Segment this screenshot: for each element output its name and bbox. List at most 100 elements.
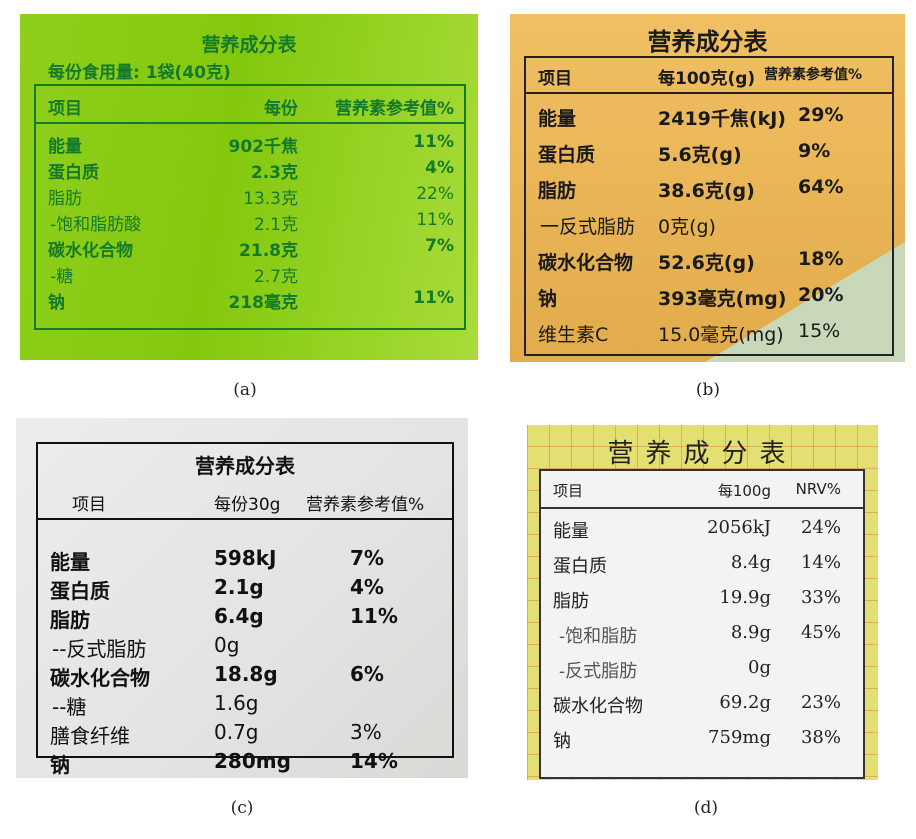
caption-a: (a) [233, 380, 257, 400]
header-amount: 每100g [717, 482, 771, 500]
nutrient-name: -糖 [50, 267, 74, 287]
nutrient-name: 碳水化合物 [50, 666, 150, 690]
label-photo-c: 营养成分表 项目 每份30g 营养素参考值% 能量 598kJ 7% 蛋白质 2.1g 4… [16, 418, 468, 778]
nutrient-nrv: 7% [425, 236, 454, 256]
nutrient-amount: 598kJ [214, 546, 277, 570]
caption-d: (d) [693, 798, 719, 818]
header-nrv: 营养素参考值% [306, 495, 425, 515]
nutrient-nrv: 23% [800, 692, 841, 713]
nutrient-amount: 52.6克(g) [658, 252, 755, 274]
nutrient-amount: 21.8克 [239, 241, 298, 261]
nutrient-nrv: 11% [413, 132, 454, 152]
nutrient-amount: 759mg [708, 727, 771, 748]
table-header: 项目 每100克(g) 营养素参考值% [526, 58, 892, 94]
nutrient-nrv: 22% [416, 184, 454, 204]
nutrient-name: 钠 [48, 293, 65, 313]
nutrient-nrv: 24% [800, 517, 841, 538]
nutrient-nrv: 11% [350, 604, 398, 628]
nutrient-nrv: 9% [798, 140, 831, 162]
nutrient-amount: 2.7克 [253, 267, 298, 287]
nutrient-nrv: 6% [350, 662, 384, 686]
nutrient-amount: 902千焦 [228, 137, 299, 157]
nutrient-name: 脂肪 [538, 180, 577, 202]
label-title: 营养成分表 [647, 28, 768, 56]
nutrient-name: 碳水化合物 [48, 241, 133, 261]
nutrient-name: 蛋白质 [538, 144, 596, 166]
nutrient-amount: 2.3克 [250, 163, 298, 183]
nutrient-name: 维生素C [538, 324, 609, 346]
nutrient-name: 能量 [553, 521, 589, 542]
nutrient-amount: 38.6克(g) [658, 180, 755, 202]
header-item: 项目 [553, 482, 584, 500]
nutrient-name: -饱和脂肪酸 [50, 215, 142, 235]
label-photo-a: 营养成分表 每份食用量: 1袋(40克) 项目 每份 营养素参考值% 能量 902… [20, 14, 478, 360]
nutrient-amount: 6.4g [214, 604, 264, 628]
caption-b: (b) [695, 380, 721, 400]
label-title: 营养成分表 [201, 34, 297, 56]
nutrient-amount: 0克(g) [658, 216, 716, 238]
caption-c: (c) [230, 798, 254, 818]
nutrient-name: --反式脂肪 [52, 637, 147, 661]
label-photo-d: 营养成分表 项目 每100g NRV% 能量 2056kJ 24% 蛋白质 8.4g 14… [527, 425, 878, 780]
nutrient-name: 脂肪 [48, 189, 82, 209]
nutrient-nrv: 3% [350, 720, 382, 744]
nutrient-nrv: 20% [798, 284, 844, 306]
serving-size: 每份食用量: 1袋(40克) [48, 63, 231, 83]
nutrient-name: 一反式脂肪 [540, 216, 636, 238]
nutrient-amount: 2.1g [214, 575, 264, 599]
nutrient-nrv: 33% [800, 587, 841, 608]
nutrient-name: -饱和脂肪 [559, 626, 638, 647]
nutrient-name: -反式脂肪 [559, 661, 638, 682]
nutrient-amount: 0g [214, 633, 240, 657]
nutrient-nrv: 14% [350, 749, 398, 773]
header-item: 项目 [48, 99, 82, 119]
header-item: 项目 [538, 69, 572, 89]
nutrient-name: 能量 [50, 550, 90, 574]
table-header: 项目 每份30g 营养素参考值% [38, 484, 452, 520]
nutrient-name: 能量 [538, 108, 577, 130]
nutrient-amount: 1.6g [214, 691, 259, 715]
background-shape [705, 242, 905, 362]
nutrient-amount: 69.2g [719, 692, 771, 713]
nutrient-nrv: 7% [350, 546, 384, 570]
nutrient-name: 钠 [538, 288, 558, 310]
nutrient-name: 能量 [48, 137, 82, 157]
nutrient-amount: 18.8g [214, 662, 278, 686]
header-amount: 每份 [264, 99, 298, 119]
header-amount: 每100克(g) [658, 69, 756, 89]
nutrient-amount: 13.3克 [243, 189, 298, 209]
header-nrv: 营养素参考值% [764, 67, 863, 83]
nutrient-nrv: 11% [413, 288, 454, 308]
table-header: 项目 每100g NRV% [541, 471, 863, 509]
nutrition-table: 营养成分表 项目 每份30g 营养素参考值% 能量 598kJ 7% 蛋白质 2.1g 4… [36, 442, 454, 777]
nutrient-nrv: 14% [800, 552, 841, 573]
nutrient-amount: 2056kJ [707, 517, 771, 538]
nutrient-amount: 218毫克 [228, 293, 299, 313]
nutrient-amount: 0g [748, 657, 771, 678]
nutrient-name: 脂肪 [50, 608, 90, 632]
nutrient-name: 钠 [553, 731, 571, 752]
label-title: 营养成分表 [607, 439, 798, 469]
nutrient-nrv: 29% [798, 104, 844, 126]
nutrient-nrv: 18% [798, 248, 844, 270]
nutrient-nrv: 64% [798, 176, 844, 198]
nutrient-name: 蛋白质 [48, 163, 99, 183]
nutrient-amount: 8.4g [730, 552, 771, 573]
nutrition-table: 项目 每100g NRV% 能量 2056kJ 24% 蛋白质 8.4g 14% 脂肪 19.… [539, 469, 865, 779]
nutrient-amount: 8.9g [730, 622, 771, 643]
header-item: 项目 [72, 495, 106, 515]
nutrient-name: 脂肪 [553, 591, 589, 612]
nutrient-nrv: 4% [425, 158, 454, 178]
label-photo-b: 营养成分表 项目 每100克(g) 营养素参考值% 能量 2419千焦(kJ) 29… [510, 14, 905, 362]
table-header: 项目 每份 营养素参考值% [36, 86, 464, 124]
nutrient-name: --糖 [52, 695, 87, 719]
nutrient-name: 钠 [50, 753, 70, 777]
nutrient-name: 蛋白质 [50, 579, 110, 603]
nutrient-name: 蛋白质 [553, 556, 607, 577]
header-nrv: 营养素参考值% [334, 99, 454, 119]
nutrient-nrv: 15% [798, 320, 841, 342]
nutrient-amount: 393毫克(mg) [658, 288, 787, 310]
nutrient-name: 碳水化合物 [538, 252, 634, 274]
nutrient-nrv: 4% [350, 575, 384, 599]
nutrition-table: 项目 每份 营养素参考值% 能量 902千焦 11% 蛋白质 2.3克 4% 脂肪 13.3克… [34, 84, 466, 330]
